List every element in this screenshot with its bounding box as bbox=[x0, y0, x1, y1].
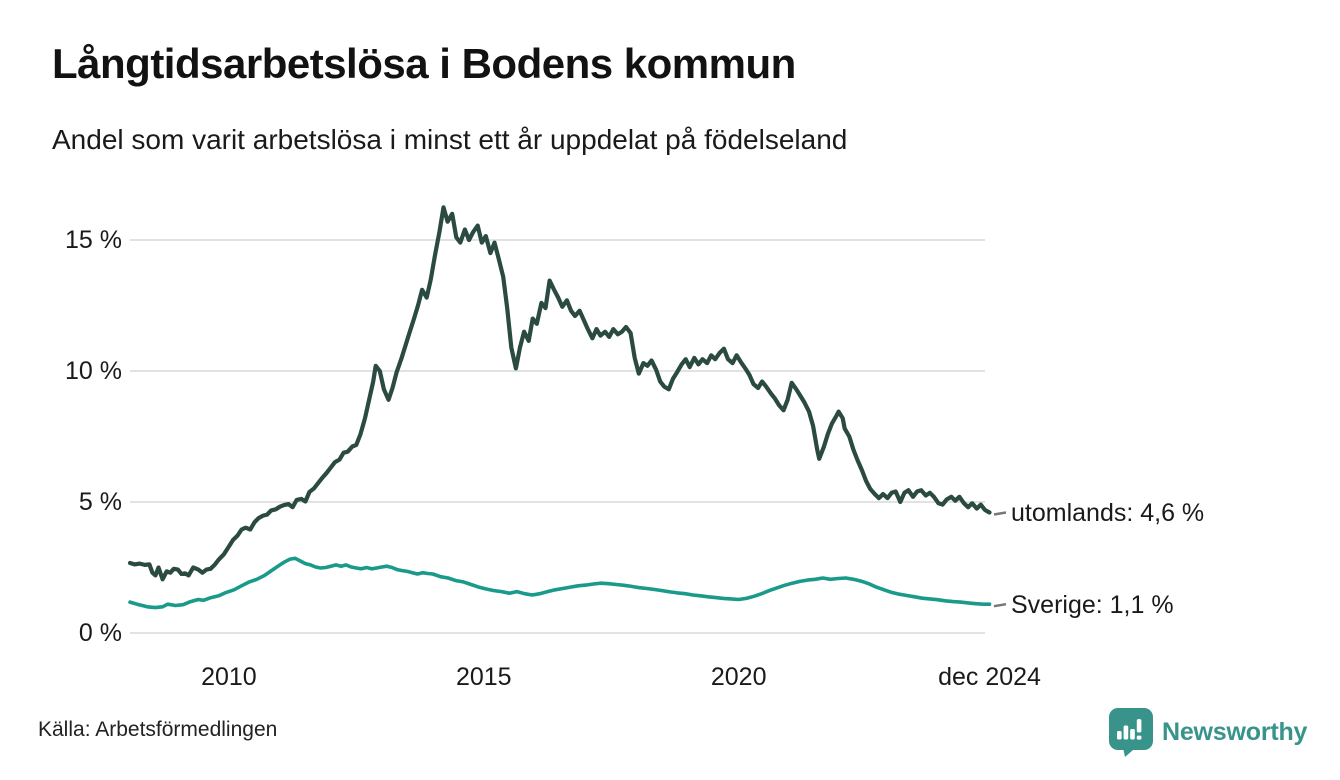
label-connector-dash bbox=[993, 511, 1007, 516]
x-axis-tick-label: 2010 bbox=[201, 663, 257, 691]
y-axis-tick-label: 5 % bbox=[78, 488, 122, 516]
newsworthy-wordmark: Newsworthy bbox=[1162, 717, 1308, 746]
series-end-label-utomlands: utomlands: 4,6 % bbox=[1011, 499, 1205, 528]
sverige-line bbox=[128, 556, 992, 610]
page-title: Långtidsarbetslösa i Bodens kommun bbox=[52, 40, 796, 87]
chart-subtitle: Andel som varit arbetslösa i minst ett å… bbox=[52, 124, 848, 155]
x-axis-tick-label: 2015 bbox=[455, 663, 512, 691]
x-axis-tick-label: 2020 bbox=[710, 663, 767, 691]
newsworthy-icon bbox=[1109, 708, 1153, 757]
series-end-label-sverige: Sverige: 1,1 % bbox=[1011, 591, 1174, 620]
utomlands-line bbox=[127, 205, 992, 582]
y-axis-tick-label: 0 % bbox=[78, 619, 122, 647]
label-connector-dash bbox=[993, 602, 1007, 608]
gridlines bbox=[130, 239, 985, 634]
y-axis-tick-label: 10 % bbox=[65, 357, 122, 385]
bar-chart-glyph bbox=[1117, 719, 1142, 740]
x-axis-tick-label: dec 2024 bbox=[938, 663, 1041, 691]
newsworthy-logo: Newsworthy bbox=[1108, 707, 1307, 757]
source-note: Källa: Arbetsförmedlingen bbox=[38, 718, 278, 741]
y-axis-tick-label: 15 % bbox=[65, 226, 122, 254]
